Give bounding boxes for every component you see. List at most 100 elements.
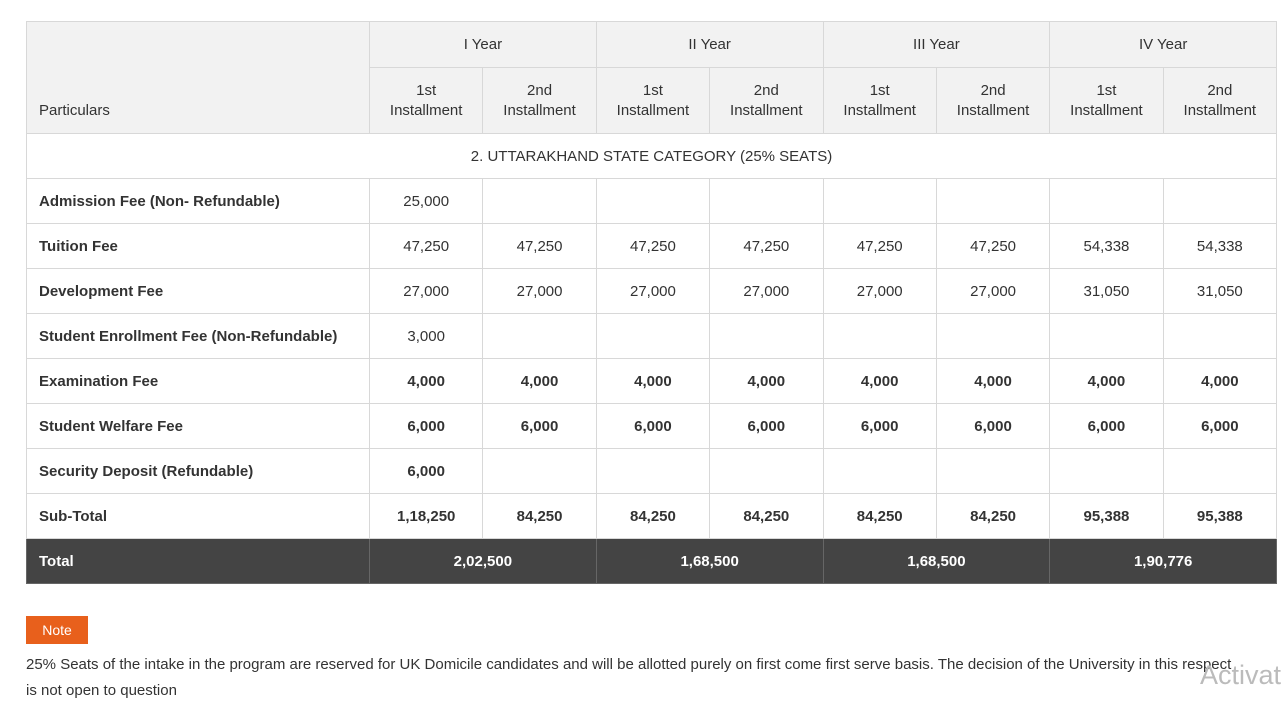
fee-cell xyxy=(935,313,1051,359)
fee-cell xyxy=(822,178,937,224)
installment-header: 2nd Installment xyxy=(935,67,1051,134)
installment-text: 1st Installment xyxy=(843,81,916,119)
fee-cell: 27,000 xyxy=(482,268,597,314)
fee-cell xyxy=(482,448,597,494)
fee-cell xyxy=(595,448,711,494)
fee-cell: 4,000 xyxy=(368,358,484,404)
fee-cell: 27,000 xyxy=(822,268,937,314)
fee-row: Examination Fee 4,000 4,000 4,000 4,000 4,000… xyxy=(26,358,1278,404)
fee-cell xyxy=(822,448,937,494)
fee-cell xyxy=(1162,448,1278,494)
fee-cell: 27,000 xyxy=(368,268,484,314)
fee-cell: 6,000 xyxy=(1049,403,1164,449)
fee-cell: 31,050 xyxy=(1049,268,1164,314)
fee-cell: 1,18,250 xyxy=(368,493,484,539)
fee-cell xyxy=(935,178,1051,224)
installment-header: 1st Installment xyxy=(1049,67,1164,134)
fee-cell: 6,000 xyxy=(1162,403,1278,449)
fee-cell: 4,000 xyxy=(935,358,1051,404)
section-row: 2. UTTARAKHAND STATE CATEGORY (25% SEATS… xyxy=(25,133,1278,179)
installment-text: 2nd Installment xyxy=(503,81,576,119)
watermark: Activat xyxy=(1200,660,1282,690)
total-cell: 1,68,500 xyxy=(822,538,1051,584)
fee-cell: 54,338 xyxy=(1162,223,1278,269)
total-row: Total 2,02,500 1,68,500 1,68,500 1,90,776 xyxy=(26,538,1278,584)
header-row: Particulars I Year II Year III Year IV Year xyxy=(26,21,1278,134)
year-header: III Year xyxy=(822,21,1051,68)
fee-cell xyxy=(1049,313,1164,359)
fee-cell xyxy=(822,313,937,359)
fee-row: Student Enrollment Fee (Non-Refundable) 3… xyxy=(26,313,1278,359)
total-label: Total xyxy=(26,538,370,584)
fee-cell: 6,000 xyxy=(935,403,1051,449)
fee-cell: 95,388 xyxy=(1162,493,1278,539)
installment-header: 1st Installment xyxy=(822,67,937,134)
fee-cell xyxy=(1162,178,1278,224)
fee-cell: 95,388 xyxy=(1049,493,1164,539)
fee-label: Examination Fee xyxy=(26,358,370,404)
fee-cell: 27,000 xyxy=(709,268,824,314)
fee-label: Student Welfare Fee xyxy=(26,403,370,449)
table-header: Particulars I Year II Year III Year IV Year 1… xyxy=(26,21,1278,134)
fee-label: Development Fee xyxy=(26,268,370,314)
installment-text: 2nd Installment xyxy=(956,81,1030,119)
fee-row: Admission Fee (Non- Refundable) 25,000 xyxy=(26,178,1278,224)
fee-cell xyxy=(709,448,824,494)
fee-cell: 47,250 xyxy=(935,223,1051,269)
particulars-header: Particulars xyxy=(26,21,370,134)
fee-cell: 54,338 xyxy=(1049,223,1164,269)
header-row: 1st Installment 2nd Installment 1st Instal… xyxy=(27,67,1278,134)
fee-cell: 6,000 xyxy=(368,403,484,449)
installment-header: 2nd Installment xyxy=(482,67,597,134)
fee-cell xyxy=(1162,313,1278,359)
fee-cell xyxy=(1049,448,1164,494)
installment-text: 1st Installment xyxy=(389,81,463,119)
section-title: 2. UTTARAKHAND STATE CATEGORY (25% SEATS… xyxy=(25,133,1278,179)
fee-cell: 84,250 xyxy=(822,493,937,539)
table-body: 2. UTTARAKHAND STATE CATEGORY (25% SEATS… xyxy=(25,133,1278,584)
fee-cell xyxy=(595,178,711,224)
fee-cell xyxy=(595,313,711,359)
installment-header: 2nd Installment xyxy=(709,67,824,134)
fee-label: Security Deposit (Refundable) xyxy=(26,448,370,494)
fee-label: Admission Fee (Non- Refundable) xyxy=(26,178,370,224)
fee-cell: 31,050 xyxy=(1162,268,1278,314)
fee-cell: 27,000 xyxy=(595,268,711,314)
fee-cell: 84,250 xyxy=(709,493,824,539)
installment-header: 2nd Installment xyxy=(1162,67,1278,134)
fee-cell: 4,000 xyxy=(709,358,824,404)
installment-text: 2nd Installment xyxy=(1183,81,1257,119)
installment-text: 1st Installment xyxy=(1070,81,1143,119)
fee-cell: 4,000 xyxy=(1049,358,1164,404)
year-header: IV Year xyxy=(1049,21,1278,68)
fee-cell: 6,000 xyxy=(595,403,711,449)
fee-cell xyxy=(709,313,824,359)
fee-cell: 84,250 xyxy=(935,493,1051,539)
installment-header: 1st Installment xyxy=(368,67,484,134)
fee-row: Security Deposit (Refundable) 6,000 xyxy=(26,448,1278,494)
note-text: 25% Seats of the intake in the program a… xyxy=(26,656,1232,699)
fee-cell: 25,000 xyxy=(368,178,484,224)
fee-cell: 47,250 xyxy=(822,223,937,269)
fee-table: Particulars I Year II Year III Year IV Year 1… xyxy=(25,21,1278,584)
fee-cell: 27,000 xyxy=(935,268,1051,314)
fee-row: Development Fee 27,000 27,000 27,000 27,000 2… xyxy=(26,268,1278,314)
fee-label: Student Enrollment Fee (Non-Refundable) xyxy=(26,313,370,359)
fee-cell: 47,250 xyxy=(709,223,824,269)
fee-cell: 3,000 xyxy=(368,313,484,359)
fee-cell: 6,000 xyxy=(482,403,597,449)
fee-cell xyxy=(1049,178,1164,224)
total-cell: 1,68,500 xyxy=(595,538,824,584)
note-badge: Note xyxy=(26,616,88,644)
total-cell: 1,90,776 xyxy=(1049,538,1278,584)
fee-cell xyxy=(709,178,824,224)
fee-label: Sub-Total xyxy=(26,493,370,539)
fee-cell xyxy=(482,313,597,359)
fee-cell: 6,000 xyxy=(368,448,484,494)
fee-cell: 4,000 xyxy=(482,358,597,404)
installment-text: 2nd Installment xyxy=(730,81,803,119)
fee-row: Sub-Total 1,18,250 84,250 84,250 84,250 84,25… xyxy=(26,493,1278,539)
total-cell: 2,02,500 xyxy=(369,538,597,584)
fee-cell: 84,250 xyxy=(482,493,597,539)
